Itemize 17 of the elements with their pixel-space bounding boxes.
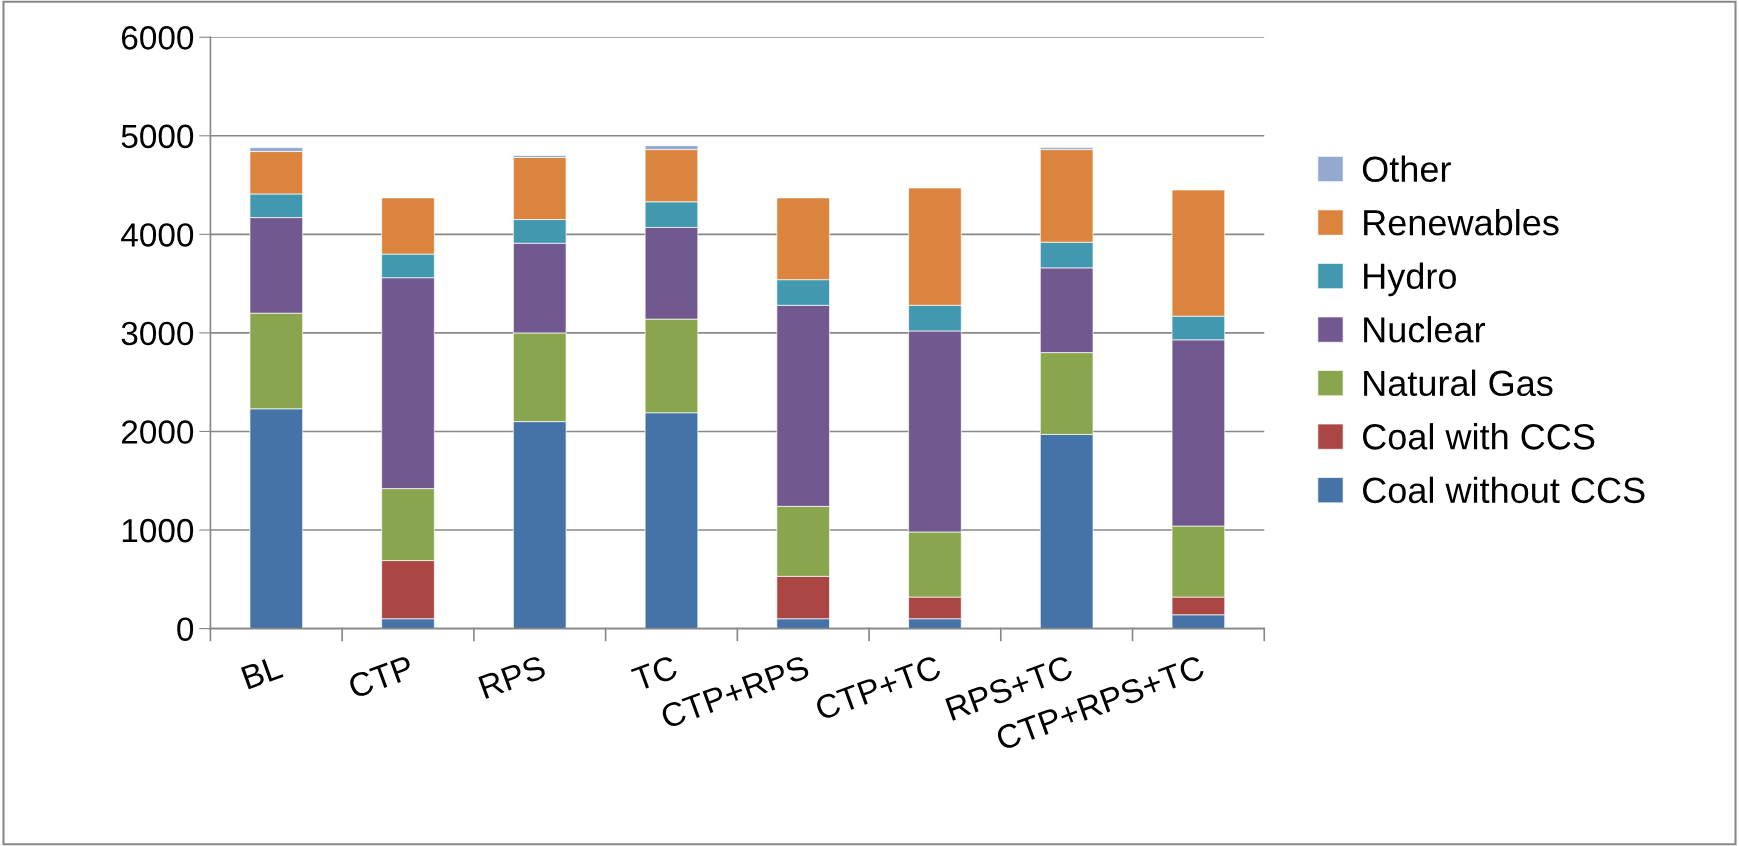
legend-label: Nuclear	[1364, 316, 1485, 343]
x-tick-label: BL	[240, 655, 284, 690]
y-tick-label: 1000	[122, 518, 194, 543]
legend-label: Coal with CCS	[1363, 423, 1595, 450]
y-tick-label: 6000	[121, 26, 194, 50]
y-tick-label: 3000	[121, 321, 194, 346]
y-tick-label: 4000	[121, 223, 194, 247]
x-tick-label: RPS	[478, 654, 547, 700]
y-tick-label: 2000	[121, 420, 194, 444]
legend-label: Hydro	[1364, 262, 1456, 297]
y-tick-label: 5000	[121, 124, 194, 149]
legend-label: Natural Gas	[1364, 369, 1553, 397]
y-tick-label: 0	[177, 617, 194, 641]
legend-label: Renewables	[1364, 209, 1559, 236]
legend-label: Other	[1362, 155, 1451, 183]
x-tick-label: CTP	[347, 655, 415, 699]
legend-label: Coal without CCS	[1363, 476, 1645, 504]
